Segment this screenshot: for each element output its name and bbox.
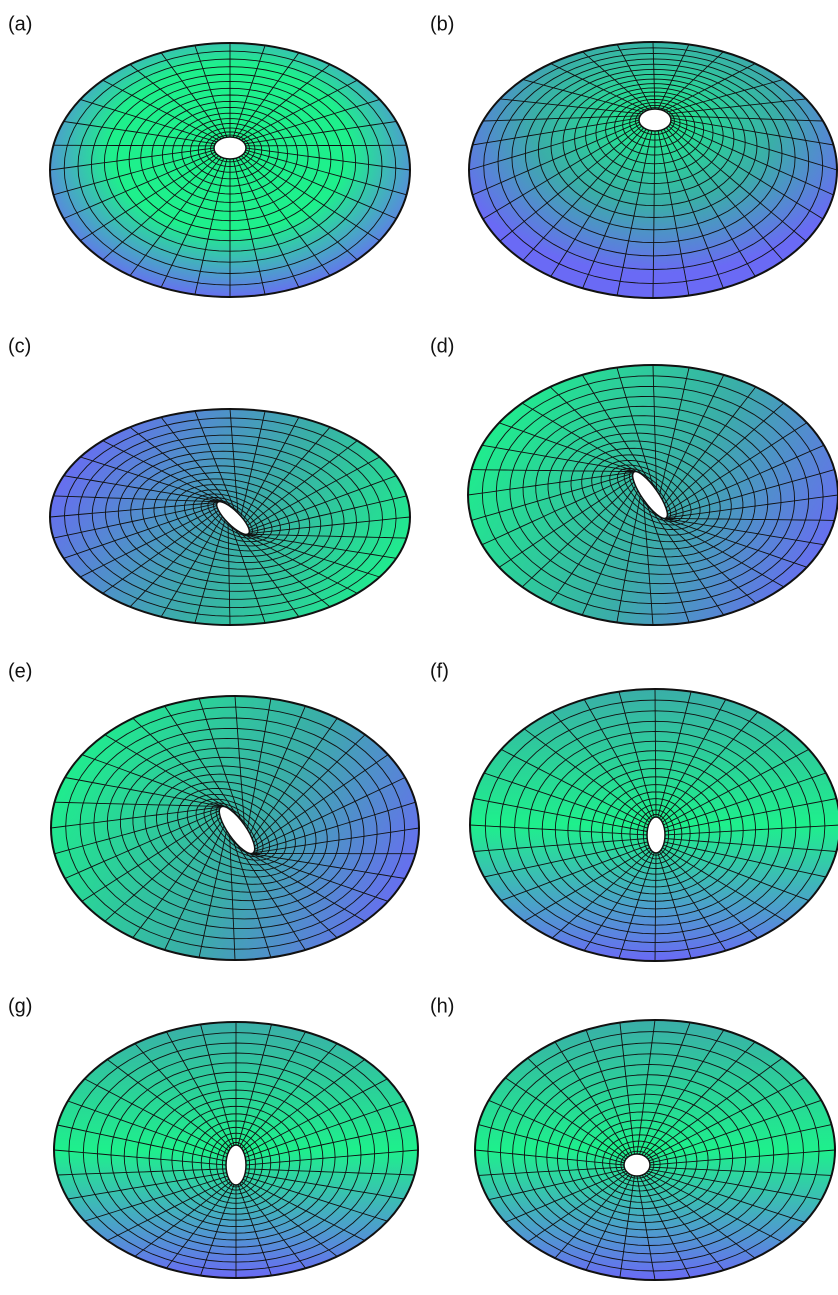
hole <box>226 1145 246 1185</box>
surface-panel: (c) <box>8 335 410 625</box>
panel-label: (g) <box>8 995 32 1017</box>
hole <box>639 109 671 131</box>
surface-panel: (h) <box>430 995 835 1280</box>
panel-label: (e) <box>8 660 32 682</box>
panel-label: (b) <box>430 13 454 35</box>
hole <box>214 137 246 159</box>
panel-label: (a) <box>8 13 32 35</box>
panel-label: (h) <box>430 995 454 1017</box>
figure: (a) (b) (c) (d) (e) (f) (g) (h) <box>0 0 838 1290</box>
panel-label: (d) <box>430 335 454 357</box>
surface-panel: (d) <box>430 335 838 625</box>
surface-panel: (f) <box>430 660 838 961</box>
hole <box>624 1154 650 1176</box>
surface-panel: (a) <box>8 13 410 297</box>
hole <box>647 817 665 853</box>
panel-label: (f) <box>430 660 449 682</box>
surface-panel: (e) <box>8 660 419 960</box>
surface-panel: (b) <box>430 13 837 298</box>
panel-label: (c) <box>8 335 31 357</box>
surface-panel: (g) <box>8 995 418 1278</box>
